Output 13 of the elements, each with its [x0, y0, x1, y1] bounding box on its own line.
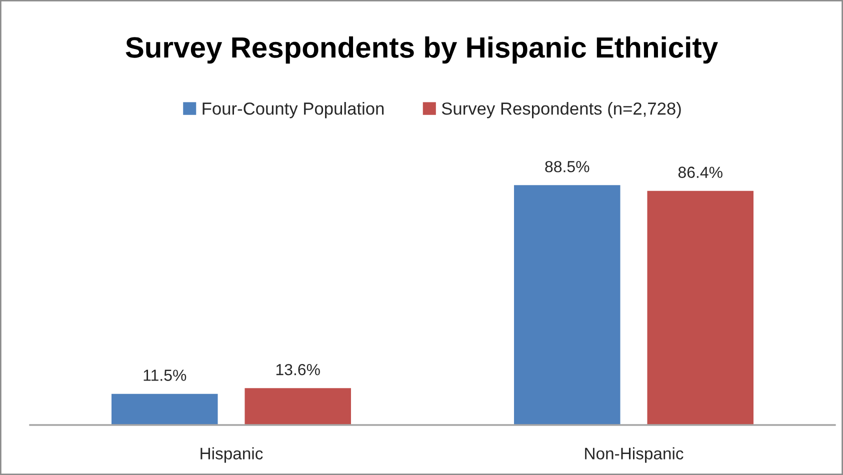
x-tick-label: Hispanic [200, 447, 263, 463]
data-label: 13.6% [276, 364, 320, 376]
chart-title: Survey Respondents by Hispanic Ethnicity [126, 36, 718, 64]
bar [514, 185, 620, 425]
bar [244, 388, 351, 425]
data-label: 88.5% [545, 160, 590, 172]
legend-label: Four-County Population [202, 102, 384, 118]
data-label: 86.4% [678, 166, 722, 178]
data-label: 11.5% [144, 370, 186, 381]
x-tick-label: Non-Hispanic [585, 447, 684, 463]
bar [112, 394, 218, 425]
legend-label: Survey Respondents (n=2,728) [442, 102, 681, 118]
bar [647, 190, 754, 425]
